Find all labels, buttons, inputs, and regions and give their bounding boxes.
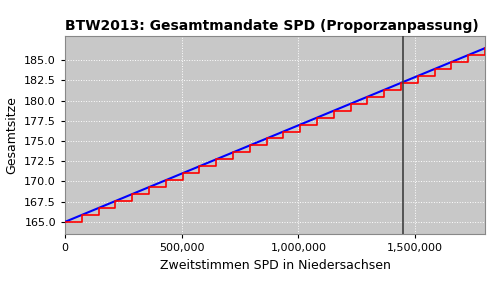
Sitze real [163,185,169,189]
Sitze real [196,171,202,175]
Sitze ideal [350,101,356,104]
Sitze real [348,109,354,112]
Sitze ideal [397,82,403,85]
Text: BTW2013: Gesamtmandate SPD (Proporzanpassung): BTW2013: Gesamtmandate SPD (Proporzanpas… [65,20,479,33]
X-axis label: Zweitstimmen SPD in Niedersachsen: Zweitstimmen SPD in Niedersachsen [160,259,390,272]
Line: Sitze ideal: Sitze ideal [65,48,485,222]
Sitze ideal [390,85,396,88]
Sitze ideal [482,46,488,50]
Sitze real [482,53,488,57]
Y-axis label: Gesamtsitze: Gesamtsitze [6,96,18,174]
Sitze real [482,46,488,50]
Sitze real [364,95,370,99]
Sitze real [196,164,202,168]
Sitze ideal [62,220,68,224]
Sitze ideal [232,150,238,153]
Line: Sitze real: Sitze real [65,48,485,222]
Sitze ideal [105,202,111,206]
Sitze ideal [247,143,253,147]
Sitze real [62,220,68,224]
